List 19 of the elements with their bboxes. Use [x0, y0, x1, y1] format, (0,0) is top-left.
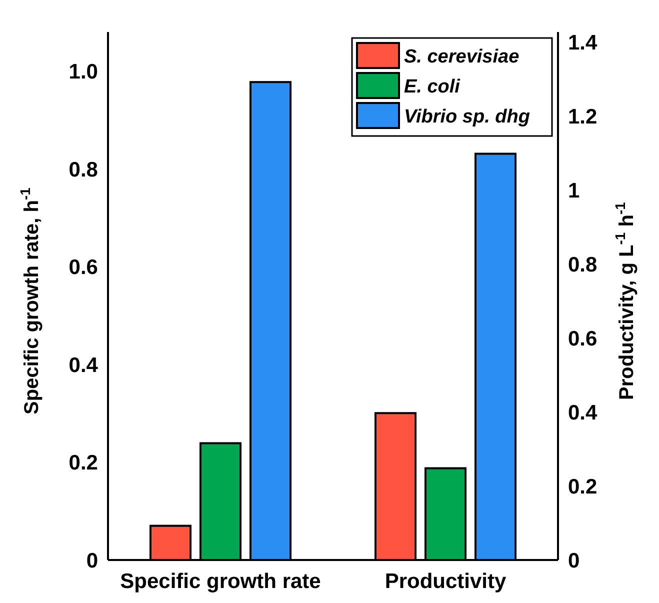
- y2-tick-label: 1.2: [568, 105, 598, 128]
- y2-tick-label: 0.4: [568, 401, 598, 424]
- x-tick-label: Specific growth rate: [120, 570, 321, 593]
- y2-tick-label: 0.8: [568, 253, 598, 276]
- y2-tick-label: 0.6: [568, 327, 598, 350]
- y-tick-label: 0.2: [68, 452, 98, 475]
- legend-label: Vibrio sp. dhg: [404, 106, 530, 128]
- y2-tick-label: 0: [568, 549, 580, 572]
- y-tick-label: 0.6: [68, 256, 98, 280]
- x-tick-label: Productivity: [384, 570, 506, 593]
- y-tick-label: 0: [86, 549, 98, 572]
- y2-tick-label: 1.4: [568, 31, 598, 54]
- y2-tick-label: 1: [568, 179, 580, 202]
- legend-label: S. cerevisiae: [404, 46, 520, 68]
- y-tick-label: 0.4: [68, 354, 98, 377]
- y-tick-label: 0.8: [68, 158, 98, 182]
- legend-label: E. coli: [404, 76, 461, 98]
- y-tick-label: 1.0: [68, 60, 98, 84]
- y2-tick-label: 0.2: [568, 475, 598, 498]
